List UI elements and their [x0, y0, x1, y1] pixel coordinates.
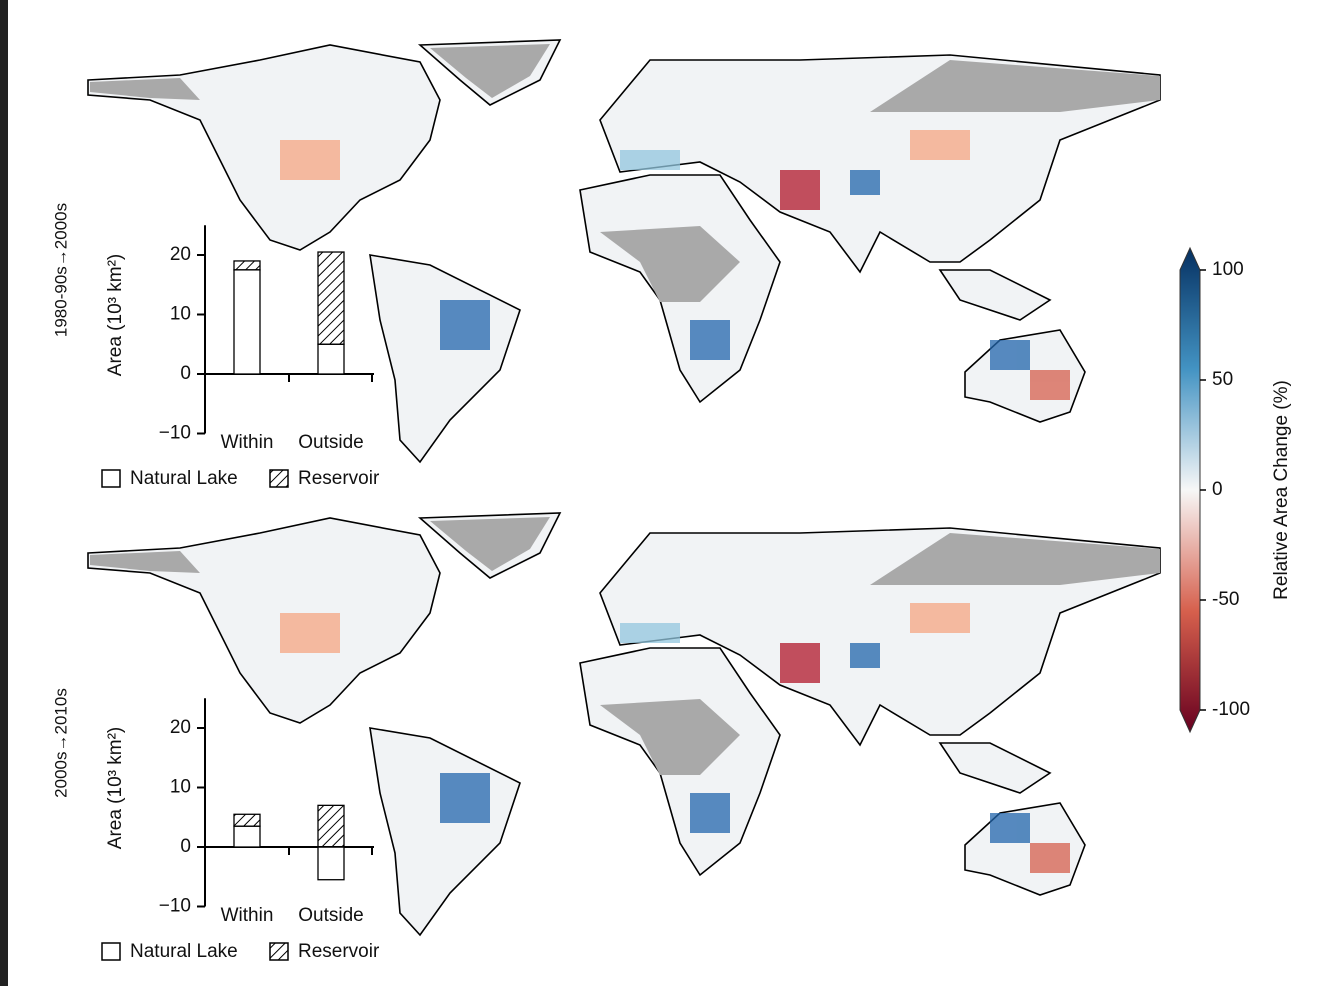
row-label: 2000s→2010s — [51, 688, 70, 798]
legend-label: Natural Lake — [130, 941, 238, 962]
colorbar-tick-label: 0 — [1212, 479, 1223, 500]
legend-label: Natural Lake — [130, 468, 238, 489]
bar — [233, 813, 261, 827]
bar — [233, 260, 261, 271]
legend-label: Reservoir — [298, 941, 380, 962]
x-tick-label: Outside — [298, 905, 363, 926]
bar — [233, 269, 261, 375]
bar — [317, 343, 345, 375]
y-tick-label: −10 — [159, 896, 191, 917]
y-tick-label: 20 — [170, 717, 191, 738]
colorbar-tick-label: 100 — [1212, 259, 1244, 280]
y-tick-label: −10 — [159, 423, 191, 444]
legend-swatch — [101, 942, 121, 961]
y-tick-label: 10 — [170, 304, 191, 325]
bar — [317, 846, 345, 881]
legend-label: Reservoir — [298, 468, 380, 489]
x-tick-label: Within — [221, 432, 274, 453]
row-label: 1980-90s→2000s — [51, 203, 70, 337]
x-tick-label: Within — [221, 905, 274, 926]
y-axis-label: Area (10³ km²) — [105, 254, 126, 376]
legend-swatch — [269, 942, 289, 961]
edge — [0, 0, 8, 986]
bar — [233, 825, 261, 848]
bar — [317, 251, 345, 345]
y-tick-label: 20 — [170, 244, 191, 265]
y-axis-label: Area (10³ km²) — [105, 727, 126, 849]
colorbar-tick-label: 50 — [1212, 369, 1233, 390]
x-tick-label: Outside — [298, 432, 363, 453]
colorbar-label: Relative Area Change (%) — [1271, 380, 1292, 600]
legend-swatch — [101, 469, 121, 488]
bar — [317, 804, 345, 848]
colorbar — [1179, 246, 1201, 734]
y-tick-label: 0 — [180, 363, 191, 384]
y-tick-label: 0 — [180, 836, 191, 857]
colorbar-tick-label: -100 — [1212, 699, 1250, 720]
map-top — [87, 39, 1161, 463]
y-tick-label: 10 — [170, 777, 191, 798]
legend-swatch — [269, 469, 289, 488]
map-bottom — [87, 512, 1161, 936]
colorbar-tick-label: -50 — [1212, 589, 1239, 610]
